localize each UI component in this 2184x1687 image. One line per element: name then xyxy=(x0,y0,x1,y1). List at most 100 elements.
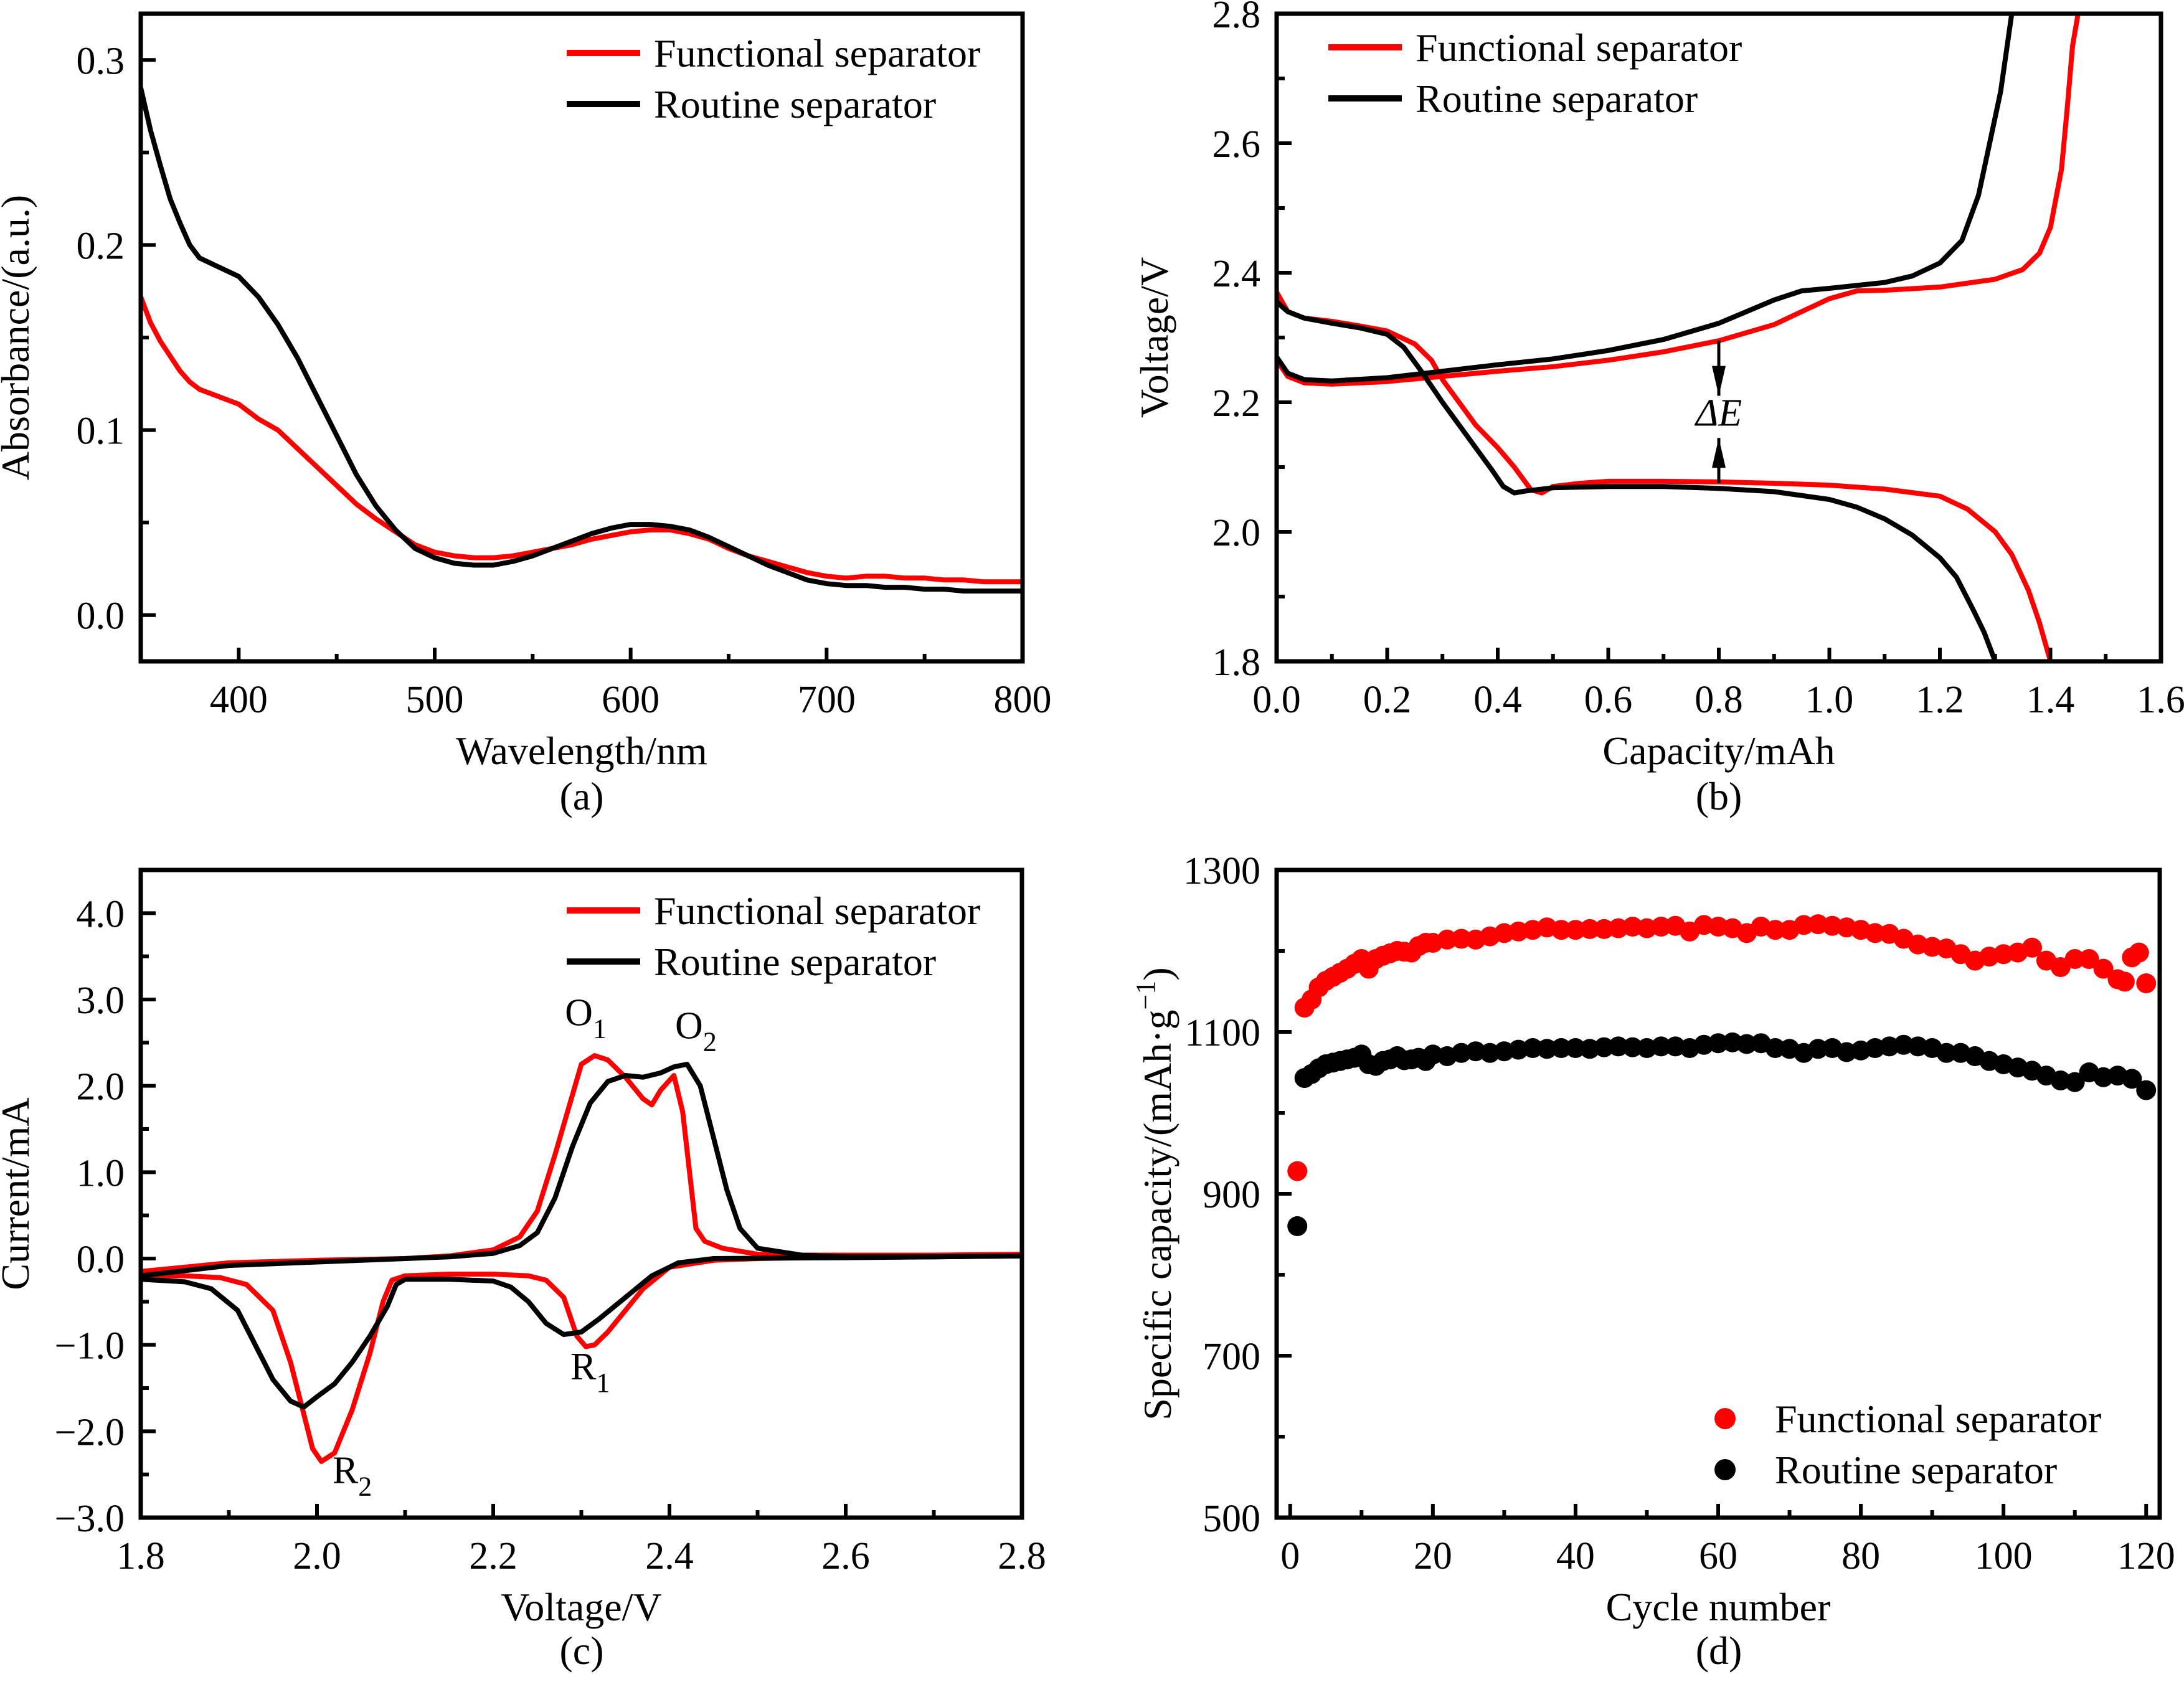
x-tick-label: 2.8 xyxy=(998,1535,1046,1577)
arrow-head xyxy=(1712,438,1726,468)
arrow-head xyxy=(1712,366,1726,396)
y-axis-label-text: Specific capacity/(mAh·g xyxy=(1135,1009,1179,1420)
panel-c: 1.8 2.0 2.2 2.4 2.6 2.8 −3.0 −2.0 −1.0 0.0 1.0 2.0 3… xyxy=(0,867,1046,1673)
panel-b: 0.0 0.2 0.4 0.6 0.8 1.0 1.2 1.4 1.6 1.8 2.0 2.2 2.4 2… xyxy=(1132,0,2184,818)
series-line-functional-discharge xyxy=(1277,290,2053,661)
data-point-routine xyxy=(1765,1038,1785,1058)
legend: Functional separator Routine separator xyxy=(567,31,980,126)
legend: Functional separator Routine separator xyxy=(567,889,980,984)
data-point-functional xyxy=(1651,917,1671,937)
data-point-functional xyxy=(2114,971,2135,992)
series-line-routine-cathodic xyxy=(141,1253,1022,1410)
y-tick-label: 0.2 xyxy=(77,225,125,267)
y-tick-label: 1.0 xyxy=(77,1152,125,1194)
data-point-routine xyxy=(1808,1039,1828,1059)
legend-label-functional: Functional separator xyxy=(654,31,980,75)
x-tick-label: 40 xyxy=(1556,1535,1595,1577)
axes-frame xyxy=(1274,11,2163,664)
y-axis-label: Absorbance/(a.u.) xyxy=(0,195,37,480)
legend: Functional separator Routine separator xyxy=(1328,26,1742,121)
y-tick-label: 2.0 xyxy=(1213,512,1261,554)
x-tick-label: 700 xyxy=(798,679,856,721)
plot-area xyxy=(1277,14,2081,661)
peak-label: R1 xyxy=(570,1346,610,1398)
plot-area xyxy=(141,1053,1022,1464)
peak-label-main: O xyxy=(675,1004,703,1047)
y-tick-label: 700 xyxy=(1203,1336,1260,1378)
series-line-functional-charge xyxy=(1277,14,2081,387)
x-axis-label: Capacity/mAh xyxy=(1602,729,1835,773)
data-point-functional xyxy=(1565,920,1586,940)
series-line-routine-anodic xyxy=(141,1062,1022,1278)
series-line-routine-discharge xyxy=(1277,299,1998,661)
x-axis-label: Voltage/V xyxy=(501,1585,661,1629)
y-tick-label: −3.0 xyxy=(55,1498,125,1540)
data-point-routine xyxy=(1651,1036,1671,1057)
x-tick-label: 2.2 xyxy=(469,1535,518,1577)
y-tick-label: 4.0 xyxy=(77,893,125,935)
peak-label-subscript: 1 xyxy=(596,1368,610,1398)
y-tick-label: 900 xyxy=(1203,1174,1260,1216)
x-tick-label: 500 xyxy=(406,679,464,721)
series-line-routine xyxy=(141,85,1023,594)
legend-label-routine: Routine separator xyxy=(1416,77,1698,121)
data-point-routine xyxy=(1708,1033,1728,1054)
x-tick-label: 1.8 xyxy=(116,1535,165,1577)
data-point-functional xyxy=(1594,919,1614,939)
data-point-functional xyxy=(2064,949,2085,969)
legend: Functional separator Routine separator xyxy=(1714,1397,2101,1492)
data-point-functional xyxy=(2093,958,2114,979)
x-tick-label: 2.6 xyxy=(821,1535,870,1577)
peak-label-subscript: 1 xyxy=(593,1014,607,1044)
data-point-functional xyxy=(1437,929,1457,950)
series-functional xyxy=(1287,914,2157,1181)
peak-label: O1 xyxy=(565,992,607,1044)
y-axis-label-tail: ) xyxy=(1135,967,1179,980)
data-point-routine xyxy=(1736,1034,1757,1054)
series-line-functional-cathodic xyxy=(141,1252,1022,1464)
y-axis-label: Specific capacity/(mAh·g−1) xyxy=(1130,967,1179,1420)
y-axis-label: Voltage/V xyxy=(1132,257,1176,418)
x-tick-label: 120 xyxy=(2117,1535,2175,1577)
y-tick-label: 2.2 xyxy=(1213,382,1261,425)
x-tick-label: 80 xyxy=(1841,1535,1880,1577)
y-tick-label: 1100 xyxy=(1184,1012,1260,1054)
peak-label-main: R xyxy=(333,1450,359,1492)
data-point-routine xyxy=(1622,1037,1643,1057)
x-axis-label: Wavelength/nm xyxy=(456,729,707,773)
x-tick-label: 2.4 xyxy=(645,1535,694,1577)
x-tick-label: 0 xyxy=(1280,1535,1300,1577)
x-tick-label: 1.6 xyxy=(2137,679,2184,721)
y-axis-label: Current/mA xyxy=(0,1097,37,1290)
y-tick-label: 0.3 xyxy=(77,40,125,82)
y-tick-label: 3.0 xyxy=(77,980,125,1022)
panel-label: (a) xyxy=(559,774,603,818)
peak-label-subscript: 2 xyxy=(703,1026,717,1057)
series-line-routine-charge xyxy=(1277,14,2015,384)
y-tick-label: −1.0 xyxy=(55,1325,125,1368)
legend-label-functional: Functional separator xyxy=(1416,26,1742,70)
delta-e-annotation: ΔE xyxy=(1694,341,1742,483)
y-axis-label-text: Absorbance/(a.u.) xyxy=(0,195,37,480)
panel-label: (b) xyxy=(1696,774,1742,818)
data-point-functional xyxy=(2021,937,2042,958)
x-axis-label: Cycle number xyxy=(1606,1585,1831,1629)
data-point-routine xyxy=(1594,1037,1614,1057)
data-point-functional xyxy=(2136,973,2157,993)
data-point-routine xyxy=(1608,1036,1629,1057)
x-tick-label: 600 xyxy=(602,679,659,721)
legend-label-routine: Routine separator xyxy=(654,82,936,126)
panel-label: (c) xyxy=(559,1628,603,1673)
data-point-functional xyxy=(1579,919,1600,939)
y-tick-label: 0.0 xyxy=(77,595,125,638)
x-tick-label: 0.4 xyxy=(1473,679,1522,721)
x-tick-label: 1.2 xyxy=(1916,679,1964,721)
peak-label-main: R xyxy=(570,1346,597,1388)
panel-label: (d) xyxy=(1696,1628,1742,1673)
x-tick-label: 60 xyxy=(1699,1535,1737,1577)
plot-area xyxy=(1287,914,2157,1236)
data-point-functional xyxy=(1865,923,1885,943)
y-axis-label-text: Current/mA xyxy=(0,1097,37,1290)
data-point-routine xyxy=(1565,1038,1586,1058)
